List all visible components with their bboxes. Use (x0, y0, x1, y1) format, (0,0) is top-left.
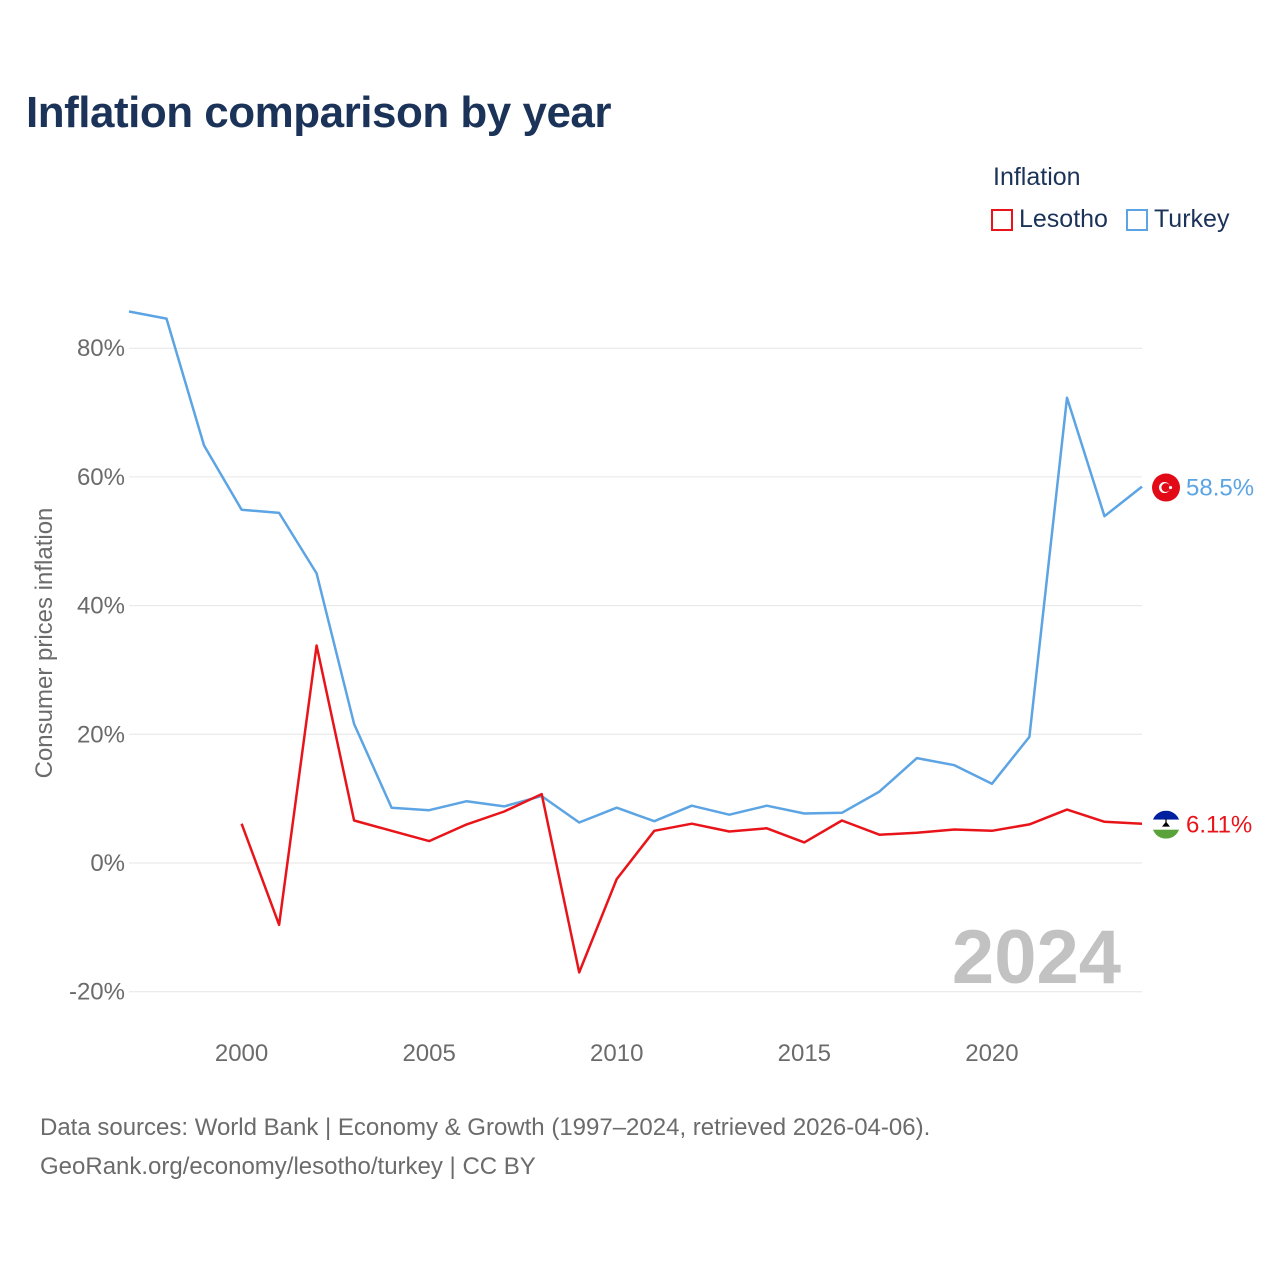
chart-title: Inflation comparison by year (26, 88, 612, 137)
x-tick-label: 2000 (215, 1040, 268, 1067)
data-point-turkey[interactable] (351, 721, 357, 727)
data-point-lesotho[interactable] (501, 809, 507, 815)
data-point-turkey[interactable] (164, 316, 170, 322)
y-tick-label: 60% (77, 464, 125, 491)
turkey-flag-icon (1152, 473, 1180, 502)
lesotho-flag-icon (1152, 810, 1180, 839)
data-point-turkey[interactable] (689, 803, 695, 809)
grid-lines (129, 347, 1142, 993)
x-tick-label: 2010 (590, 1040, 643, 1067)
series-layer (126, 309, 1145, 975)
data-point-lesotho[interactable] (351, 818, 357, 824)
data-point-turkey[interactable] (764, 803, 770, 809)
x-tick-label: 2015 (778, 1040, 831, 1067)
data-point-turkey[interactable] (389, 805, 395, 811)
data-point-lesotho[interactable] (1139, 821, 1145, 827)
data-point-turkey[interactable] (501, 803, 507, 809)
legend-swatch-turkey (1125, 208, 1148, 231)
data-point-lesotho[interactable] (839, 818, 845, 824)
data-point-lesotho[interactable] (1101, 819, 1107, 825)
data-point-lesotho[interactable] (576, 969, 582, 975)
legend-item-lesotho[interactable]: Lesotho (991, 205, 1108, 234)
x-axis-ticks: 2000 2005 2010 2015 2020 (215, 1040, 1019, 1067)
legend-swatch-lesotho (991, 208, 1013, 231)
data-point-turkey[interactable] (576, 819, 582, 825)
year-watermark: 2024 (952, 915, 1121, 1000)
data-point-turkey[interactable] (914, 755, 920, 761)
data-point-lesotho[interactable] (426, 838, 432, 844)
data-point-lesotho[interactable] (689, 821, 695, 827)
y-tick-label: 0% (90, 850, 125, 877)
end-markers: 58.5% 6.11% (1152, 473, 1254, 839)
data-point-lesotho[interactable] (1064, 807, 1070, 813)
y-axis-label: Consumer prices inflation (31, 508, 58, 779)
legend-title: Inflation (993, 163, 1081, 191)
data-point-lesotho[interactable] (239, 821, 245, 827)
footer-sources: Data sources: World Bank | Economy & Gro… (40, 1114, 931, 1141)
data-point-lesotho[interactable] (1026, 821, 1032, 827)
end-label-lesotho: 6.11% (1186, 812, 1252, 839)
footer: Data sources: World Bank | Economy & Gro… (40, 1108, 930, 1186)
end-label-turkey: 58.5% (1186, 475, 1254, 502)
data-point-turkey[interactable] (276, 510, 282, 516)
data-point-turkey[interactable] (801, 810, 807, 816)
data-point-turkey[interactable] (239, 507, 245, 513)
y-tick-label: -20% (69, 979, 125, 1006)
data-point-lesotho[interactable] (726, 828, 732, 834)
data-point-turkey[interactable] (614, 805, 620, 811)
data-point-lesotho[interactable] (989, 828, 995, 834)
data-point-turkey[interactable] (1101, 513, 1107, 519)
legend-label-lesotho: Lesotho (1019, 205, 1108, 233)
data-point-turkey[interactable] (464, 798, 470, 804)
legend-item-turkey[interactable]: Turkey (1125, 205, 1230, 234)
data-point-lesotho[interactable] (389, 828, 395, 834)
y-tick-label: 20% (77, 721, 125, 748)
data-point-turkey[interactable] (1064, 395, 1070, 401)
legend: Lesotho Turkey (991, 205, 1247, 234)
data-point-turkey[interactable] (314, 570, 320, 576)
data-point-lesotho[interactable] (276, 922, 282, 928)
footer-url[interactable]: GeoRank.org/economy/lesotho/turkey | CC … (40, 1153, 536, 1180)
data-point-turkey[interactable] (201, 442, 207, 448)
data-point-lesotho[interactable] (876, 832, 882, 838)
data-point-turkey[interactable] (426, 807, 432, 813)
legend-label-turkey: Turkey (1153, 205, 1230, 233)
data-point-lesotho[interactable] (539, 791, 545, 797)
data-point-lesotho[interactable] (314, 642, 320, 648)
series-line-turkey[interactable] (128, 310, 1143, 824)
data-point-turkey[interactable] (726, 812, 732, 818)
data-point-turkey[interactable] (1026, 734, 1032, 740)
data-point-turkey[interactable] (876, 789, 882, 795)
data-point-lesotho[interactable] (914, 830, 920, 836)
data-point-lesotho[interactable] (614, 876, 620, 882)
series-line-lesotho[interactable] (240, 644, 1143, 974)
x-tick-label: 2005 (402, 1040, 455, 1067)
y-tick-label: 40% (77, 593, 125, 620)
data-point-turkey[interactable] (651, 818, 657, 824)
x-tick-label: 2020 (965, 1040, 1018, 1067)
data-point-turkey[interactable] (989, 781, 995, 787)
data-point-lesotho[interactable] (951, 827, 957, 833)
data-point-turkey[interactable] (839, 810, 845, 816)
data-point-lesotho[interactable] (651, 828, 657, 834)
data-point-turkey[interactable] (951, 762, 957, 768)
y-axis-ticks: -20% 0% 20% 40% 60% 80% (69, 335, 125, 1006)
data-point-lesotho[interactable] (801, 839, 807, 845)
data-point-turkey[interactable] (1139, 484, 1145, 490)
data-point-lesotho[interactable] (764, 825, 770, 831)
y-tick-label: 80% (77, 335, 125, 362)
data-point-lesotho[interactable] (464, 821, 470, 827)
data-point-turkey[interactable] (126, 309, 132, 315)
